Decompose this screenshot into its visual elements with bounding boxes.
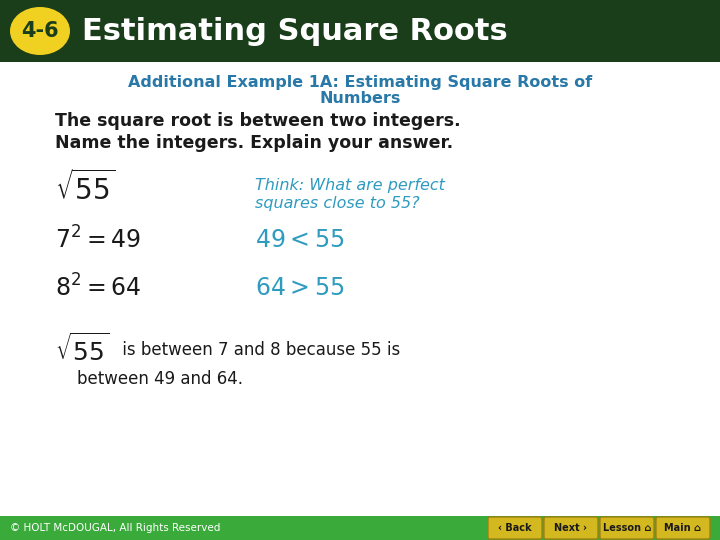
- FancyBboxPatch shape: [0, 516, 720, 540]
- Text: © HOLT McDOUGAL, All Rights Reserved: © HOLT McDOUGAL, All Rights Reserved: [10, 523, 220, 533]
- Text: Main ⌂: Main ⌂: [665, 523, 701, 533]
- Text: Lesson ⌂: Lesson ⌂: [603, 523, 651, 533]
- Text: $8^2 = 64$: $8^2 = 64$: [55, 274, 141, 302]
- Text: The square root is between two integers.: The square root is between two integers.: [55, 112, 461, 130]
- FancyBboxPatch shape: [544, 517, 598, 539]
- Text: $49 < 55$: $49 < 55$: [255, 228, 344, 252]
- FancyBboxPatch shape: [600, 517, 654, 539]
- Text: 4-6: 4-6: [21, 21, 59, 41]
- Text: Estimating Square Roots: Estimating Square Roots: [82, 17, 508, 45]
- Text: Think: What are perfect: Think: What are perfect: [255, 178, 445, 193]
- Text: $\sqrt{55}$: $\sqrt{55}$: [55, 170, 116, 206]
- Text: squares close to 55?: squares close to 55?: [255, 196, 420, 211]
- Ellipse shape: [10, 7, 70, 55]
- Text: $\sqrt{55}$: $\sqrt{55}$: [55, 334, 109, 366]
- Text: $7^2 = 49$: $7^2 = 49$: [55, 226, 141, 254]
- Text: Additional Example 1A: Estimating Square Roots of: Additional Example 1A: Estimating Square…: [128, 75, 592, 90]
- Text: ‹ Back: ‹ Back: [498, 523, 532, 533]
- Text: Numbers: Numbers: [319, 91, 401, 106]
- Text: is between 7 and 8 because 55 is: is between 7 and 8 because 55 is: [117, 341, 400, 359]
- Text: Next ›: Next ›: [554, 523, 588, 533]
- FancyBboxPatch shape: [0, 0, 720, 62]
- Text: Name the integers. Explain your answer.: Name the integers. Explain your answer.: [55, 134, 453, 152]
- FancyBboxPatch shape: [488, 517, 542, 539]
- Text: between 49 and 64.: between 49 and 64.: [77, 370, 243, 388]
- Text: $64 > 55$: $64 > 55$: [255, 276, 344, 300]
- FancyBboxPatch shape: [656, 517, 710, 539]
